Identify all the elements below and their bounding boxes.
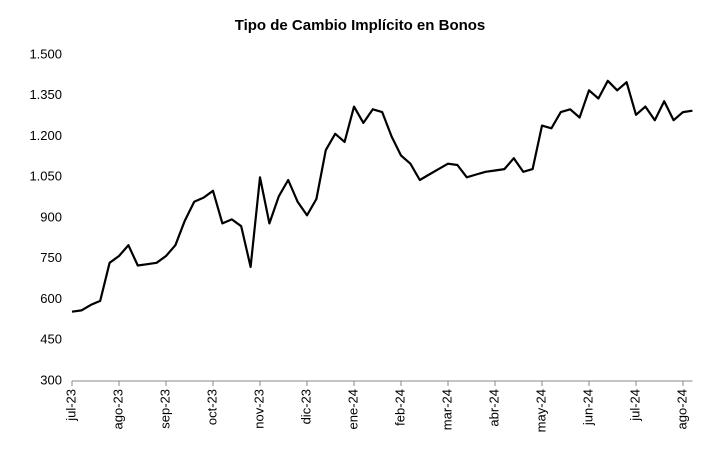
x-tick-label: abr-24 [486, 389, 501, 427]
x-tick-label: ene-24 [345, 389, 360, 429]
x-tick-label: jul-23 [63, 389, 78, 422]
x-tick-label: dic-23 [298, 389, 313, 424]
y-tick-label: 1.050 [29, 169, 62, 184]
y-tick-label: 300 [40, 372, 62, 387]
chart-title: Tipo de Cambio Implícito en Bonos [235, 17, 486, 34]
x-tick-label: ago-23 [110, 389, 125, 429]
y-tick-label: 900 [40, 209, 62, 224]
x-tick-label: ago-24 [674, 389, 689, 429]
y-tick-label: 450 [40, 332, 62, 347]
y-tick-label: 1.350 [29, 87, 62, 102]
x-tick-label: jun-24 [580, 389, 595, 426]
x-tick-label: sep-23 [157, 389, 172, 429]
y-tick-label: 1.500 [29, 46, 62, 61]
x-tick-label: feb-24 [392, 389, 407, 426]
x-tick-label: oct-23 [204, 389, 219, 425]
y-tick-label: 600 [40, 291, 62, 306]
y-tick-label: 1.200 [29, 128, 62, 143]
series-line [71, 79, 693, 313]
x-tick-label: may-24 [533, 389, 548, 432]
x-tick-label: mar-24 [439, 389, 454, 430]
x-tick-label: nov-23 [251, 389, 266, 429]
x-tick-label: jul-24 [627, 389, 642, 422]
y-tick-label: 750 [40, 250, 62, 265]
